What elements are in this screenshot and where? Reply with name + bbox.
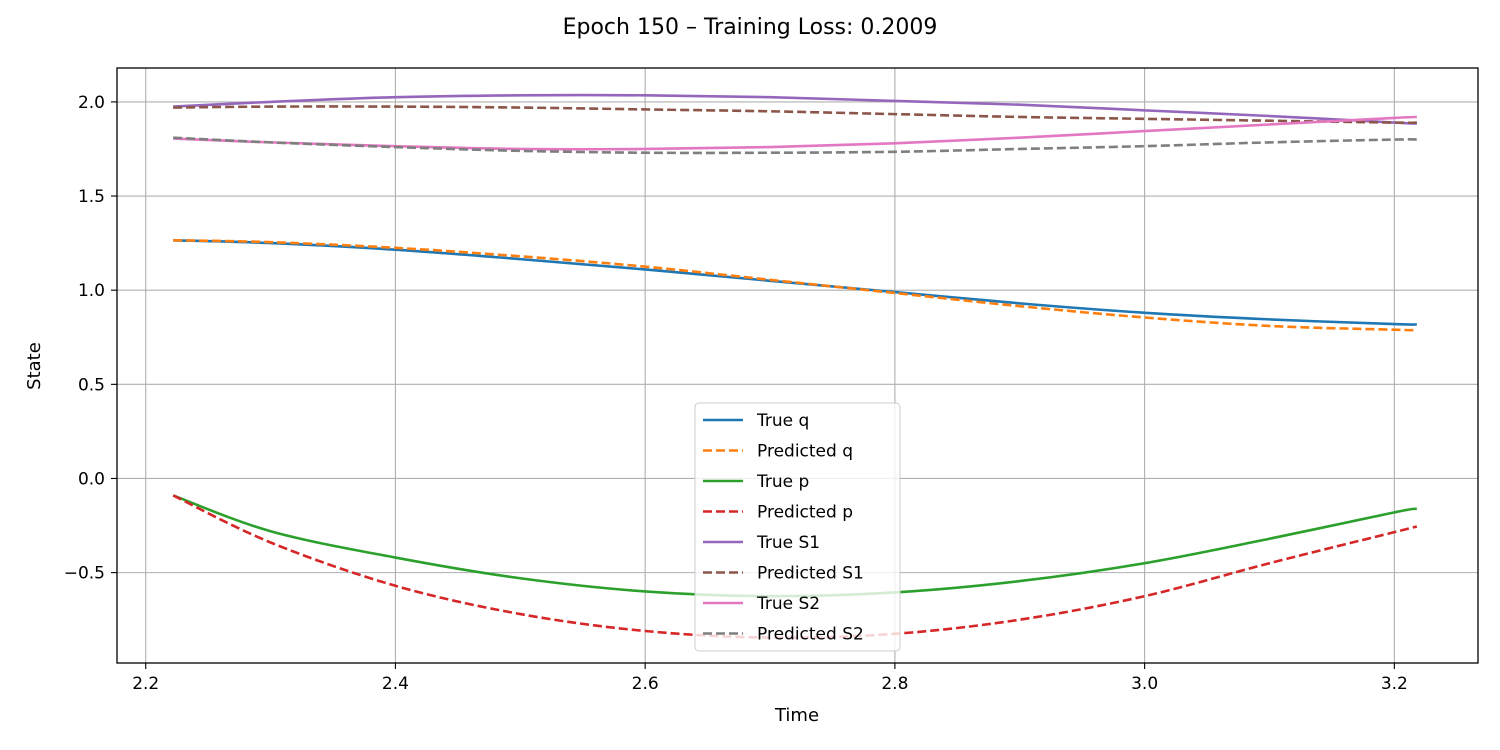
y-tick-label: 1.5	[78, 187, 105, 207]
y-tick-label: 2.0	[78, 93, 105, 113]
legend-entry: Predicted q	[757, 442, 853, 462]
legend-entry: Predicted p	[757, 503, 853, 523]
y-tick-label: 0.0	[78, 469, 105, 489]
ticks: 2.2 2.4 2.6 2.8 3.0 3.2 −0.5 0.0 0.5 1.0 1.5 2.0	[64, 93, 1408, 694]
series-line-predicted-q	[173, 238, 1417, 332]
legend-box	[694, 402, 901, 652]
y-tick-label: −0.5	[64, 564, 105, 584]
x-tick-label: 2.4	[382, 674, 409, 694]
grid	[117, 68, 1478, 663]
y-tick-label: 1.0	[78, 281, 105, 301]
y-axis-label: State	[24, 342, 45, 390]
x-tick-label: 3.2	[1381, 674, 1408, 694]
series-line-predicted-s2	[173, 136, 1417, 155]
legend-entry: True q	[756, 411, 809, 431]
legend-entry: True S2	[756, 594, 820, 614]
x-tick-label: 3.0	[1131, 674, 1158, 694]
series-line-true-s1	[173, 93, 1417, 125]
series-line-predicted-s1	[173, 105, 1417, 125]
legend: True q Predicted q True p Predicted p True S…	[694, 402, 901, 652]
legend-entry: Predicted S1	[757, 564, 864, 584]
y-tick-label: 0.5	[78, 375, 105, 395]
x-tick-label: 2.2	[132, 674, 159, 694]
legend-entry: Predicted S2	[757, 625, 864, 645]
legend-entry: True p	[756, 472, 809, 492]
chart-title: Epoch 150 – Training Loss: 0.2009	[563, 15, 938, 40]
series-line-true-s2	[173, 115, 1417, 151]
x-tick-label: 2.8	[881, 674, 908, 694]
x-tick-label: 2.6	[632, 674, 659, 694]
legend-entry: True S1	[756, 533, 820, 553]
x-axis-label: Time	[774, 705, 819, 726]
plot-frame	[116, 67, 1479, 664]
